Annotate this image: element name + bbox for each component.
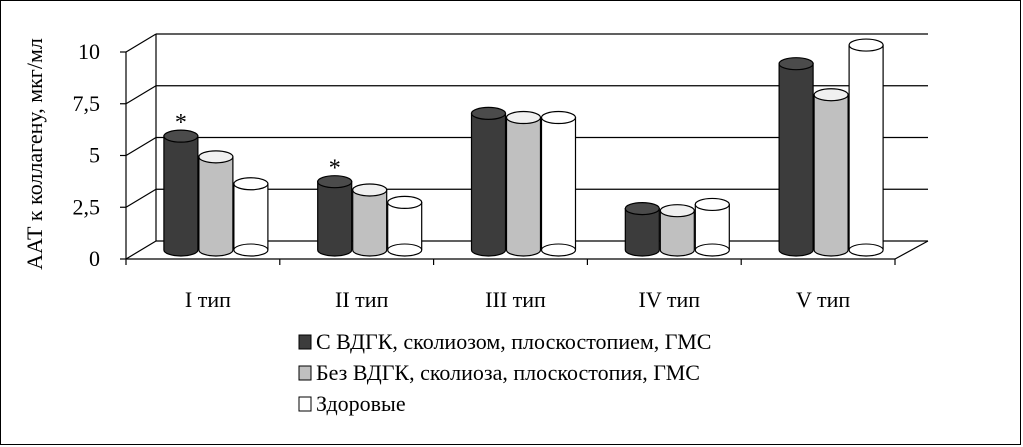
y-tick-labels: 0 2,5 5 7,5 10 [73, 39, 101, 271]
bar-body [540, 116, 577, 257]
bar-body [317, 181, 353, 257]
x-tick-label: V тип [796, 287, 850, 312]
bar-top [813, 88, 849, 102]
legend-item: Здоровые [298, 391, 406, 416]
bars [163, 38, 884, 257]
legend-item: С ВДГК, сколиозом, плоскостопием, ГМС [298, 329, 711, 354]
bar-body [352, 189, 388, 257]
significance-marker: * [329, 156, 341, 182]
bar-base-back [848, 243, 884, 251]
grid-diagonal [125, 85, 157, 105]
bar-top [352, 183, 388, 197]
bar [470, 106, 507, 257]
bar-top [694, 197, 730, 212]
bar-body [659, 210, 695, 257]
grid-diagonal [125, 136, 157, 157]
bar [778, 57, 814, 257]
y-tick-label: 7,5 [73, 91, 101, 116]
bar-top [778, 57, 814, 71]
legend-swatch [298, 365, 312, 381]
bar-body [198, 156, 234, 257]
x-tick-labels: I тип II тип III тип IV тип V тип [185, 287, 850, 312]
bar-body [387, 201, 423, 257]
legend-label: Без ВДГК, сколиоза, плоскостопия, ГМС [316, 360, 700, 385]
bar-body [848, 44, 884, 257]
bar-top [659, 204, 695, 218]
bar-body [233, 183, 269, 257]
bar-top [505, 110, 542, 125]
bar-top [624, 202, 660, 216]
legend-label: Здоровые [316, 391, 406, 416]
grid-diagonal [125, 188, 157, 208]
x-tick-label: I тип [185, 287, 231, 312]
bar-top [317, 175, 353, 189]
bar-base-back [387, 243, 423, 251]
bar [624, 202, 660, 257]
bar-base-back [694, 243, 730, 251]
legend-label: С ВДГК, сколиозом, плоскостопием, ГМС [316, 329, 711, 354]
grid-diagonal [125, 33, 157, 53]
bar [233, 177, 269, 257]
bar [352, 183, 388, 257]
bar-base-back [541, 243, 576, 251]
bar-top [233, 177, 269, 191]
bar-body [778, 63, 814, 257]
bar-body [813, 94, 849, 257]
bar-body [505, 116, 542, 257]
legend-item: Без ВДГК, сколиоза, плоскостопия, ГМС [298, 360, 700, 385]
y-tick-label: 0 [89, 246, 100, 271]
bar-top [540, 110, 577, 125]
floor-right-edge [894, 240, 929, 260]
bar [813, 88, 849, 257]
bar [505, 110, 542, 257]
axes [120, 51, 929, 265]
bar [848, 38, 884, 257]
y-axis-label: ААТ к коллагену, мкг/мл [22, 38, 47, 270]
bar [540, 110, 577, 257]
x-tick-label: II тип [335, 287, 389, 312]
bar-top [848, 38, 884, 52]
bar [659, 204, 695, 257]
bar [317, 175, 353, 257]
bar [163, 129, 199, 257]
y-tick-label: 5 [89, 143, 100, 168]
bar-body [694, 203, 730, 257]
significance-marker: * [175, 110, 187, 136]
bar-top [387, 195, 423, 209]
x-tick-label: IV тип [639, 287, 701, 312]
bar-body [470, 112, 507, 257]
x-tick-label: III тип [485, 287, 546, 312]
bar-body [624, 208, 660, 257]
bar-top [198, 150, 234, 164]
y-tick-label: 10 [78, 39, 100, 64]
annotations: ** [175, 110, 341, 182]
bar-body [163, 135, 199, 257]
bar-top [470, 106, 507, 120]
bar [198, 150, 234, 257]
y-tick-label: 2,5 [73, 194, 101, 219]
grid-diagonal [125, 240, 157, 260]
legend-swatch [298, 396, 312, 412]
bar [387, 195, 423, 257]
bar-top [163, 129, 199, 143]
legend: С ВДГК, сколиозом, плоскостопием, ГМС Без… [298, 329, 711, 416]
bar-base-back [233, 243, 269, 251]
legend-swatch [298, 334, 312, 350]
bar [694, 197, 730, 257]
